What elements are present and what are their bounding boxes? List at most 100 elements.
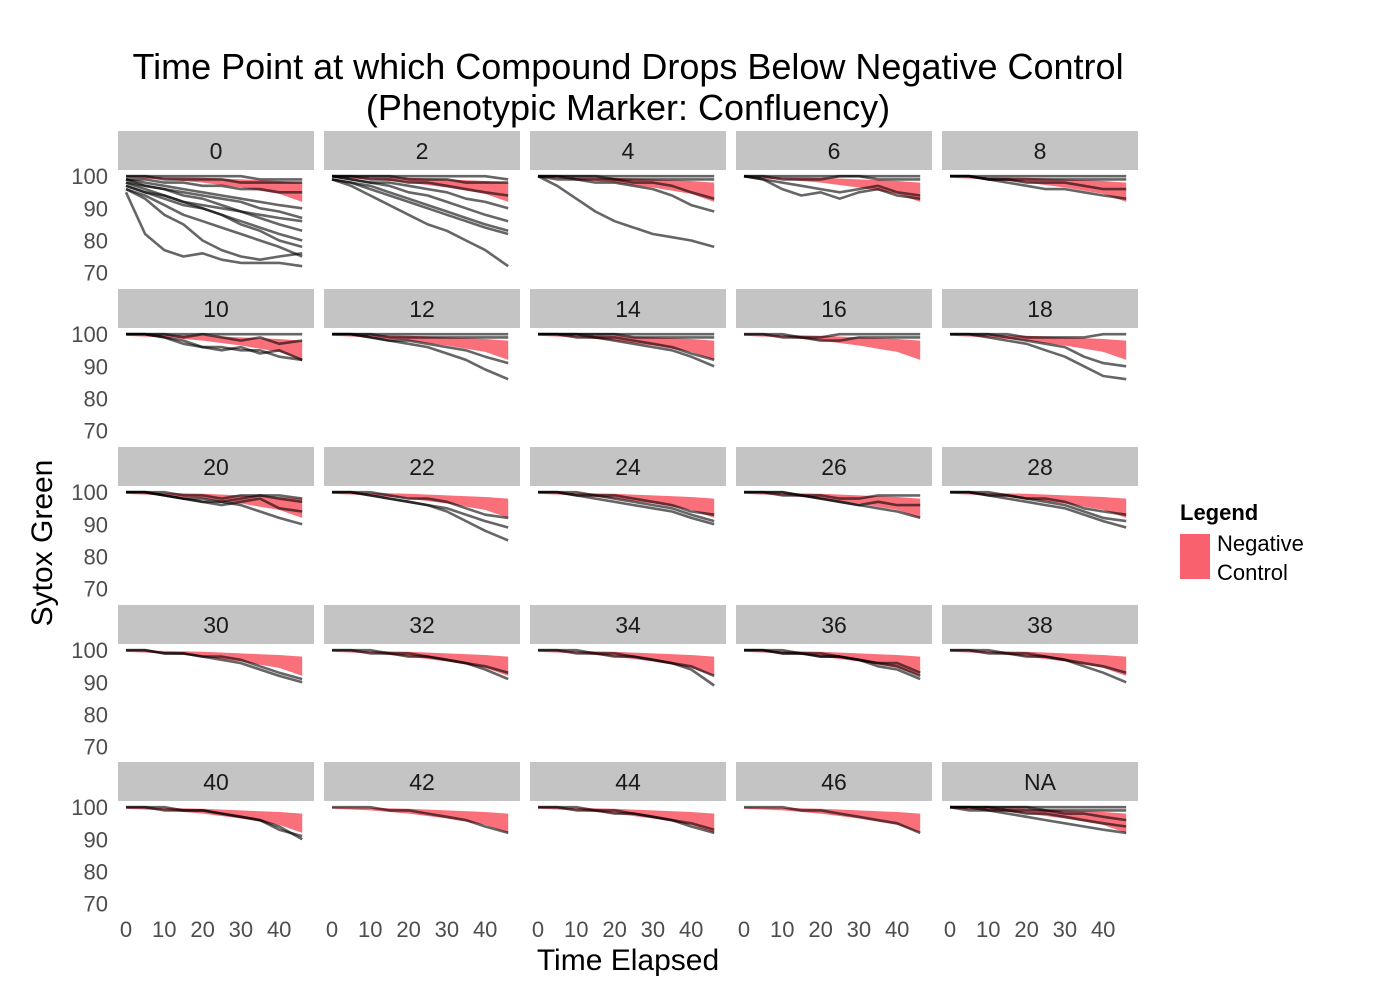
x-tick-label: 30 <box>847 917 871 942</box>
facet-panel: 22 <box>324 447 520 542</box>
y-tick-label: 100 <box>71 480 108 505</box>
x-tick-label: 20 <box>808 917 832 942</box>
compound-line <box>331 178 509 236</box>
negative-control-ribbon <box>744 176 921 202</box>
compound-line <box>538 805 715 835</box>
negative-control-ribbon <box>950 334 1127 360</box>
facet-panel: 2 <box>324 131 520 268</box>
facet-panel: 24 <box>530 447 726 526</box>
facet-panel: 6 <box>736 131 932 202</box>
negative-control-ribbon <box>538 176 715 202</box>
compound-line <box>950 174 1127 181</box>
compound-line <box>332 174 509 181</box>
x-tick-label: 30 <box>1053 917 1077 942</box>
y-tick-label: 70 <box>84 261 108 286</box>
compound-line <box>949 805 1127 835</box>
facet-strip <box>736 447 932 486</box>
compound-line <box>538 490 715 516</box>
negative-control-ribbon <box>538 492 715 518</box>
x-tick-label: 40 <box>885 917 909 942</box>
compound-line <box>538 805 715 831</box>
facet-strip-label: 46 <box>821 769 847 795</box>
facet-strip <box>118 131 314 170</box>
compound-line <box>125 187 303 258</box>
negative-control-ribbon <box>126 650 303 676</box>
facet-strip <box>324 131 520 170</box>
facet-strip-label: 18 <box>1027 296 1053 322</box>
y-tick-label: 90 <box>84 670 108 695</box>
facet-strip <box>736 605 932 644</box>
negative-control-ribbon <box>950 650 1127 676</box>
compound-line <box>332 490 509 520</box>
compound-line <box>744 332 921 339</box>
facet-strip-label: 38 <box>1027 612 1053 638</box>
compound-line <box>332 332 509 365</box>
compound-line <box>950 648 1127 674</box>
facet-panel: 12 <box>324 289 520 381</box>
negative-control-ribbon <box>332 492 509 518</box>
compound-line <box>126 174 303 181</box>
compound-line <box>537 175 715 249</box>
facet-panel: 40 100 90 80 70 0 10 20 30 40 <box>71 762 314 942</box>
legend: Legend Negative Control <box>1180 500 1304 585</box>
y-tick-label: 70 <box>84 577 108 602</box>
facet-strip <box>530 447 726 486</box>
facet-strip <box>118 289 314 328</box>
facet-strip <box>942 762 1138 801</box>
facet-panel: 36 <box>736 605 932 681</box>
negative-control-ribbon <box>950 176 1127 202</box>
compound-line <box>950 332 1127 381</box>
y-tick-label: 70 <box>84 419 108 444</box>
facet-strip-label: NA <box>1024 769 1057 795</box>
y-tick-label: 90 <box>84 512 108 537</box>
x-tick-label: 20 <box>190 917 214 942</box>
facet-panel: 28 <box>942 447 1138 529</box>
negative-control-ribbon <box>744 334 921 360</box>
x-tick-label: 10 <box>152 917 176 942</box>
negative-control-ribbon <box>538 650 715 676</box>
facet-strip <box>942 131 1138 170</box>
x-tick-label: 30 <box>641 917 665 942</box>
facet-strip <box>530 762 726 801</box>
facet-panel: 32 <box>324 605 520 681</box>
x-tick-label: 10 <box>358 917 382 942</box>
facet-strip-label: 28 <box>1027 454 1053 480</box>
facet-strip <box>736 289 932 328</box>
compound-line <box>538 490 715 523</box>
facet-strip-label: 0 <box>210 138 223 164</box>
compound-line <box>950 490 1127 523</box>
negative-control-ribbon <box>332 807 509 833</box>
facet-strip <box>942 447 1138 486</box>
compound-line <box>126 332 303 362</box>
x-tick-label: 20 <box>396 917 420 942</box>
facet-strip <box>324 605 520 644</box>
facet-panel: 46 0 10 20 30 40 <box>736 762 932 942</box>
compound-line <box>743 174 921 200</box>
negative-control-ribbon <box>332 650 509 676</box>
compound-line <box>125 184 303 223</box>
compound-line <box>331 174 509 210</box>
x-tick-label: 0 <box>532 917 544 942</box>
facet-strip-label: 40 <box>203 769 229 795</box>
compound-line <box>126 178 303 194</box>
facet-strip <box>942 289 1138 328</box>
facet-panel: 26 <box>736 447 932 520</box>
facet-strip <box>118 605 314 644</box>
facet-strip-label: 12 <box>409 296 435 322</box>
compound-line <box>125 181 303 249</box>
facet-strip-label: 4 <box>622 138 635 164</box>
facet-strip-label: 26 <box>821 454 847 480</box>
compound-line <box>331 178 509 268</box>
compound-line <box>332 648 509 681</box>
y-tick-label: 80 <box>84 386 108 411</box>
facet-panel: 16 <box>736 289 932 360</box>
facet-panel: 4 <box>530 131 726 249</box>
negative-control-ribbon <box>538 334 715 360</box>
facet-panel: 30 100 90 80 70 <box>71 605 314 760</box>
legend-key-negative-control <box>1180 534 1210 579</box>
y-tick-label: 100 <box>71 164 108 189</box>
compound-line <box>125 178 303 210</box>
y-axis-title: Sytox Green <box>26 460 59 627</box>
facet-strip-label: 10 <box>203 296 229 322</box>
